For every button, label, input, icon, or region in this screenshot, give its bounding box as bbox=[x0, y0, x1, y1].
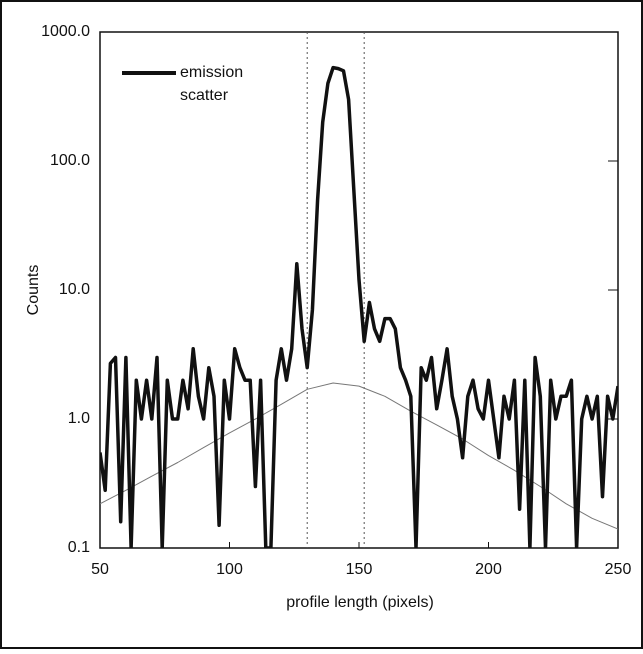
y-axis-label: Counts bbox=[25, 265, 42, 316]
x-tick-label: 250 bbox=[605, 561, 632, 578]
legend-label: scatter bbox=[180, 87, 229, 104]
y-tick-label: 10.0 bbox=[59, 281, 90, 298]
x-tick-label: 100 bbox=[216, 561, 243, 578]
y-tick-label: 1000.0 bbox=[41, 23, 90, 40]
y-tick-label: 100.0 bbox=[50, 152, 90, 169]
x-axis-label: profile length (pixels) bbox=[286, 594, 434, 611]
legend-label: emission bbox=[180, 64, 243, 81]
y-tick-label: 1.0 bbox=[68, 410, 90, 427]
x-tick-label: 150 bbox=[346, 561, 373, 578]
y-tick-label: 0.1 bbox=[68, 539, 90, 556]
series-line bbox=[100, 65, 618, 548]
x-tick-label: 50 bbox=[91, 561, 109, 578]
x-tick-label: 200 bbox=[475, 561, 502, 578]
